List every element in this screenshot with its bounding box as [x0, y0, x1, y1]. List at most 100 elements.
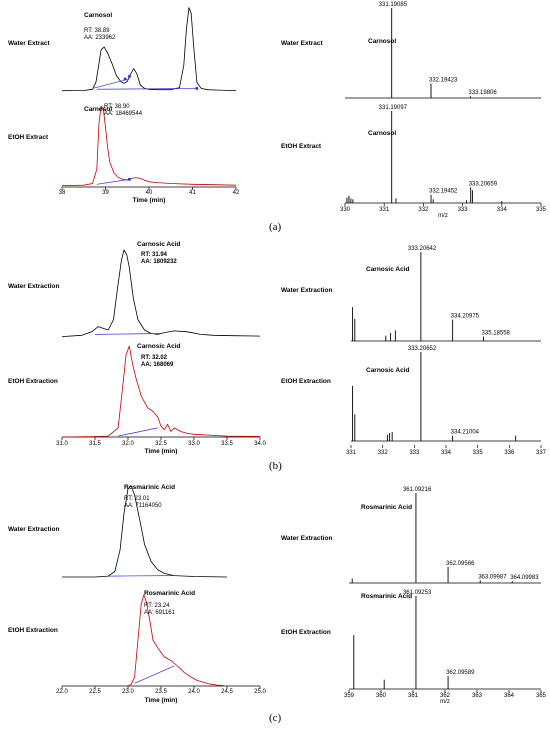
c-chromatogram-x-axis-title: Time (min): [145, 697, 178, 704]
a-chromatogram-baseline-marker: [195, 87, 199, 90]
c-mass-spectrum-peak-mz-label: 362.09589: [446, 670, 475, 676]
b-chromatogram-peak-rt: RT: 32.02: [141, 355, 168, 361]
b-chromatogram-trace-1: [61, 249, 261, 337]
a-mass-spectrum-compound-label: Carnosol: [368, 130, 396, 137]
b-mass-spectrum-row-label: Water Extraction: [281, 287, 332, 294]
a-chromatogram-peak-rt: RT: 38.89: [84, 28, 110, 34]
a-mass-spectrum-peak-mz-label: 333.20659: [469, 181, 498, 187]
c-mass-spectrum-peak-mz-label: 364.09983: [510, 575, 539, 581]
a-mass-spectrum-peak-mz-label: 332.19452: [429, 189, 458, 195]
a-chromatogram-trace-2: [61, 105, 237, 186]
c-mass-spectrum-peak-mz-label: 362.09566: [446, 561, 475, 567]
b-mass-spectrum-x-tick-label: 335: [473, 450, 484, 456]
b-mass-spectrum-peak-mz-label: 334.20975: [451, 314, 480, 320]
a-chromatogram-peak-rt: RT: 38.90: [104, 104, 130, 110]
a-mass-spectrum-row-label: EtOH Extract: [281, 143, 322, 150]
b-mass-spectrum-compound-label: Carnosic Acid: [366, 266, 409, 273]
b-chromatogram-x-tick-label: 34.0: [254, 441, 266, 447]
c-chromatogram-x-tick-label: 23.0: [122, 689, 134, 695]
a-chromatogram-x-tick-label: 42: [233, 190, 240, 196]
c-chromatogram-peak-area: AA: 71164050: [124, 503, 162, 509]
a-chromatogram-x-tick-label: 39: [102, 190, 109, 196]
b-mass-spectrum-peak-mz-label: 333.20642: [408, 246, 437, 252]
c-chromatogram-row-label: Water Extraction: [8, 526, 59, 533]
b-mass-spectrum-peak-mz-label: 333.20652: [408, 346, 437, 352]
a-chromatogram-peak-compound-label: Carnosol: [84, 12, 112, 19]
c-mass-spectrum-row-label: EtOH Extraction: [281, 629, 331, 636]
a-chromatogram-x-tick-label: 38: [59, 190, 66, 196]
a-chromatogram-baseline-marker: [128, 177, 131, 181]
b-mass-spectrum-x-tick-label: 336: [504, 450, 515, 456]
c-mass-spectrum-compound-label: Rosmarinic Acid: [361, 593, 412, 600]
a-mass-spectrum-x-tick-label: 333: [458, 207, 469, 213]
a-mass-spectrum-x-tick-label: 332: [418, 207, 429, 213]
a-mass-spectrum-peak-mz-label: 331.19097: [379, 105, 408, 111]
a-chromatogram-trace-1: [61, 7, 237, 92]
a-mass-spectrum-x-axis-title: m/z: [438, 213, 448, 219]
b-mass-spectrum-x-tick-label: 332: [378, 450, 389, 456]
a-mass-spectrum-peak-mz-label: 332.19423: [429, 78, 458, 84]
c-mass-spectrum-peak-mz-label: 361.09253: [403, 590, 432, 596]
c-chromatogram-x-tick-label: 22.5: [89, 689, 101, 695]
c-chromatogram-peak-rt: RT: 23.01: [124, 496, 150, 502]
c-mass-spectrum-x-tick-label: 364: [504, 693, 515, 699]
c-chromatogram-x-tick-label: 22.0: [56, 689, 68, 695]
b-mass-spectrum-peak-mz-label: 334.21004: [451, 430, 480, 436]
a-chromatogram-integration-baseline: [92, 78, 130, 89]
b-chromatogram-peak-compound-label: Carnosic Acid: [137, 343, 180, 350]
c-mass-spectrum-x-tick-label: 360: [376, 693, 387, 699]
b-mass-spectrum-x-tick-label: 334: [441, 450, 452, 456]
a-chromatogram-x-axis-title: Time (min): [133, 197, 166, 204]
b-chromatogram-x-tick-label: 31.5: [89, 441, 101, 447]
a-chromatogram-x-tick-label: 40: [146, 190, 153, 196]
a-mass-spectrum-row-label: Water Extract: [281, 40, 323, 47]
a-mass-spectrum-peak-mz-label: 333.19806: [468, 90, 497, 96]
b-mass-spectrum-peak-mz-label: 335.18558: [482, 331, 511, 337]
panel-letter-b: (b): [269, 460, 282, 472]
c-mass-spectrum-x-tick-label: 359: [344, 693, 355, 699]
a-chromatogram-row-label: Water Extract: [8, 40, 50, 47]
b-chromatogram-peak-rt: RT: 31.94: [141, 252, 168, 258]
c-chromatogram-trace-1: [62, 485, 228, 578]
b-chromatogram-integration-baseline: [94, 333, 162, 335]
c-mass-spectrum-x-tick-label: 361: [408, 693, 419, 699]
c-mass-spectrum-x-axis-title: m/z: [440, 699, 450, 705]
c-mass-spectrum-row-label: Water Extraction: [281, 535, 332, 542]
b-mass-spectrum-compound-label: Carnosic Acid: [366, 367, 409, 374]
a-mass-spectrum-x-tick-label: 334: [497, 207, 508, 213]
b-chromatogram-x-tick-label: 31.0: [56, 441, 68, 447]
a-chromatogram-row-label: EtOH Extract: [8, 134, 49, 141]
a-chromatogram-peak-area: AA: 18469544: [104, 111, 143, 117]
a-chromatogram-peak-area: AA: 233962: [84, 35, 116, 41]
a-mass-spectrum-x-tick-label: 330: [340, 207, 351, 213]
c-chromatogram-peak-area: AA: 691161: [144, 610, 176, 616]
a-mass-spectrum-x-tick-label: 335: [536, 207, 547, 213]
b-chromatogram-x-axis-title: Time (min): [145, 448, 178, 455]
c-chromatogram-peak-compound-label: Rosmarinic Acid: [144, 590, 195, 597]
panel-letter-a: (a): [269, 221, 282, 233]
c-mass-spectrum-x-tick-label: 363: [472, 693, 483, 699]
b-chromatogram-row-label: EtOH Extraction: [8, 378, 58, 385]
c-chromatogram-integration-baseline: [134, 665, 175, 684]
a-chromatogram-integration-baseline: [96, 88, 197, 90]
c-mass-spectrum-x-tick-label: 365: [536, 693, 547, 699]
b-chromatogram-x-tick-label: 33.0: [188, 441, 200, 447]
b-chromatogram-x-tick-label: 32.5: [155, 441, 167, 447]
a-mass-spectrum-peak-mz-label: 331.19085: [379, 2, 408, 8]
c-chromatogram-x-tick-label: 25.0: [254, 689, 266, 695]
a-chromatogram-integration-baseline: [96, 178, 130, 185]
b-mass-spectrum-x-tick-label: 331: [346, 450, 357, 456]
a-chromatogram-peak-compound-label: Carnosol: [84, 106, 112, 113]
c-mass-spectrum-compound-label: Rosmarinic Acid: [361, 504, 412, 511]
c-chromatogram-peak-rt: RT: 23.24: [144, 603, 170, 609]
c-chromatogram-peak-compound-label: Rosmarinic Acid: [124, 484, 175, 491]
c-mass-spectrum-peak-mz-label: 363.09987: [478, 574, 507, 580]
c-mass-spectrum-x-tick-label: 362: [440, 693, 451, 699]
b-chromatogram-trace-2: [61, 345, 261, 438]
b-chromatogram-x-tick-label: 32.0: [122, 441, 134, 447]
panel-letter-c: (c): [269, 712, 282, 724]
c-chromatogram-x-tick-label: 24.0: [188, 689, 200, 695]
c-chromatogram-x-tick-label: 23.5: [155, 689, 167, 695]
a-chromatogram-baseline-marker: [128, 75, 131, 78]
